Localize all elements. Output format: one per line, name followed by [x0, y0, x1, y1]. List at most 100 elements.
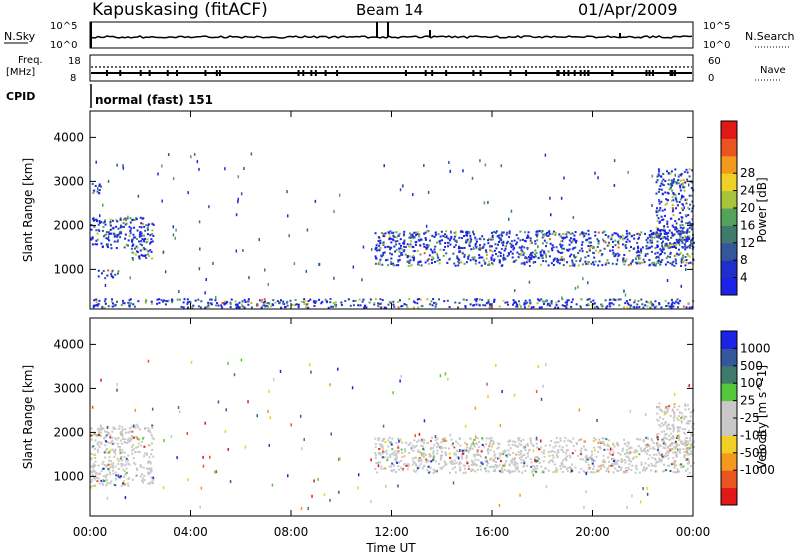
scatter-point — [202, 455, 204, 459]
scatter-point — [470, 445, 473, 448]
scatter-point — [130, 302, 133, 305]
scatter-point — [448, 160, 450, 164]
scatter-point — [528, 280, 531, 284]
scatter-point — [648, 246, 651, 249]
scatter-point — [676, 301, 679, 304]
scatter-point — [677, 434, 680, 437]
scatter-point — [536, 446, 539, 449]
scatter-point — [376, 242, 379, 245]
scatter-point — [438, 262, 441, 265]
scatter-point — [588, 237, 591, 240]
scatter-point — [393, 235, 396, 238]
scatter-point — [440, 468, 443, 471]
scatter-point — [106, 246, 109, 249]
scatter-point — [614, 244, 617, 247]
scatter-point — [262, 304, 265, 307]
scatter-point — [264, 268, 266, 272]
scatter-point — [450, 438, 453, 441]
scatter-point — [568, 255, 571, 258]
scatter-point — [646, 437, 649, 440]
scatter-point — [689, 433, 692, 436]
scatter-point — [538, 299, 541, 302]
scatter-point — [398, 242, 401, 245]
scatter-point — [500, 452, 503, 455]
scatter-point — [131, 452, 134, 455]
scatter-point — [427, 190, 430, 194]
scatter-point — [427, 465, 430, 468]
scatter-point — [401, 248, 404, 251]
scatter-point — [478, 244, 481, 247]
scatter-point — [406, 260, 409, 263]
scatter-point — [267, 305, 270, 308]
scatter-point — [505, 233, 508, 236]
scatter-point — [243, 306, 246, 309]
scatter-point — [564, 457, 567, 460]
scatter-point — [433, 251, 436, 254]
scatter-point — [138, 235, 141, 238]
scatter-point — [597, 242, 600, 245]
scatter-point — [499, 454, 502, 457]
scatter-point — [129, 276, 131, 280]
scatter-point — [638, 453, 641, 456]
scatter-point — [656, 251, 659, 254]
scatter-point — [684, 428, 687, 431]
scatter-point — [638, 254, 641, 257]
scatter-point — [684, 246, 687, 249]
scatter-point — [680, 412, 683, 415]
scatter-point — [498, 261, 501, 264]
scatter-point — [682, 261, 685, 264]
scatter-point — [513, 470, 516, 473]
scatter-point — [105, 447, 108, 450]
scatter-point — [469, 234, 472, 237]
scatter-point — [661, 192, 664, 195]
scatter-point — [395, 236, 398, 239]
scatter-point — [417, 306, 420, 309]
scatter-point — [115, 246, 118, 249]
scatter-point — [677, 192, 680, 195]
scatter-point — [532, 305, 535, 308]
scatter-point — [142, 481, 145, 484]
scatter-point — [100, 479, 103, 482]
scatter-point — [127, 477, 130, 480]
scatter-point — [683, 415, 686, 418]
scatter-point — [484, 456, 487, 459]
scatter-point — [108, 232, 111, 235]
scatter-point — [105, 243, 108, 246]
scatter-point — [659, 454, 662, 457]
scatter-point — [484, 460, 487, 463]
scatter-point — [426, 442, 429, 445]
scatter-point — [685, 469, 688, 472]
scatter-point — [607, 456, 610, 459]
scatter-point — [389, 454, 392, 457]
scatter-point — [140, 244, 143, 247]
scatter-point — [659, 263, 662, 266]
scatter-point — [528, 264, 531, 267]
scatter-point — [674, 459, 677, 462]
scatter-point — [417, 439, 420, 442]
scatter-point — [666, 445, 669, 448]
scatter-point — [510, 246, 513, 249]
scatter-point — [94, 184, 97, 187]
scatter-point — [667, 302, 670, 305]
scatter-point — [529, 237, 532, 240]
scatter-point — [669, 438, 672, 441]
scatter-point — [382, 254, 385, 257]
scatter-point — [665, 425, 668, 428]
power-colorbar-segment — [721, 208, 737, 226]
scatter-point — [467, 257, 470, 260]
scatter-point — [566, 303, 569, 306]
scatter-point — [543, 251, 546, 254]
scatter-point — [633, 247, 636, 250]
scatter-point — [518, 437, 521, 440]
scatter-point — [393, 245, 396, 248]
scatter-point — [512, 248, 515, 251]
scatter-point — [490, 256, 493, 259]
velocity-colorbar-segment — [721, 487, 737, 506]
scatter-point — [164, 270, 167, 274]
freq-mark — [324, 70, 327, 76]
scatter-point — [527, 236, 530, 239]
scatter-point — [137, 442, 140, 445]
scatter-point — [514, 467, 517, 470]
scatter-point — [486, 450, 489, 453]
scatter-point — [336, 367, 339, 371]
